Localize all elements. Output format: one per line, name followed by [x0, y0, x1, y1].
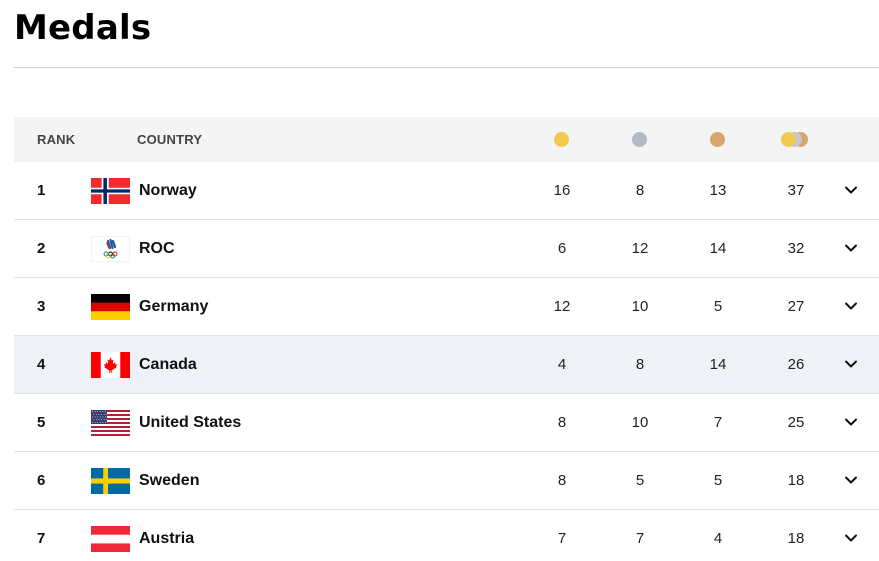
total-count: 25	[787, 414, 805, 431]
silver-count: 10	[631, 298, 649, 315]
bronze-count: 14	[709, 356, 727, 373]
bronze-count: 7	[713, 414, 723, 431]
silver-medal-icon	[632, 132, 647, 147]
chevron-down-icon[interactable]	[843, 472, 859, 488]
rank-cell: 1	[37, 182, 46, 199]
bronze-medal-icon	[710, 132, 725, 147]
table-row[interactable]: 5 United States 8 10 7 25	[14, 394, 879, 452]
table-header: RANK COUNTRY	[14, 117, 879, 162]
title-divider	[14, 67, 879, 68]
table-body: 1 Norway 16 8 13 37 2 ROC 6 12 14 32 3 Germany 12 10 5 27…	[14, 162, 879, 561]
country-name: Austria	[139, 530, 195, 547]
silver-count: 8	[635, 182, 645, 199]
silver-count: 12	[631, 240, 649, 257]
rank-cell: 5	[37, 414, 46, 431]
page-title: Medals	[14, 8, 152, 48]
silver-count: 7	[635, 530, 645, 547]
austria-flag	[91, 526, 130, 552]
total-count: 18	[787, 472, 805, 489]
sweden-flag	[91, 468, 130, 494]
rank-column-header: RANK	[37, 132, 76, 147]
rank-cell: 3	[37, 298, 46, 315]
chevron-down-icon[interactable]	[843, 414, 859, 430]
chevron-down-icon[interactable]	[843, 182, 859, 198]
country-name: Canada	[139, 356, 197, 373]
gold-count: 16	[553, 182, 571, 199]
chevron-down-icon[interactable]	[843, 356, 859, 372]
bronze-count: 5	[713, 298, 723, 315]
chevron-down-icon[interactable]	[843, 240, 859, 256]
table-row[interactable]: 7 Austria 7 7 4 18	[14, 510, 879, 561]
chevron-down-icon[interactable]	[843, 298, 859, 314]
table-row[interactable]: 3 Germany 12 10 5 27	[14, 278, 879, 336]
country-name: Germany	[139, 298, 209, 315]
country-name: ROC	[139, 240, 175, 257]
bronze-count: 14	[709, 240, 727, 257]
silver-count: 5	[635, 472, 645, 489]
total-count: 26	[787, 356, 805, 373]
silver-count: 8	[635, 356, 645, 373]
gold-medal-icon	[554, 132, 569, 147]
country-name: United States	[139, 414, 242, 431]
bronze-count: 4	[713, 530, 723, 547]
rank-cell: 4	[37, 356, 46, 373]
rank-cell: 6	[37, 472, 46, 489]
table-row[interactable]: 1 Norway 16 8 13 37	[14, 162, 879, 220]
chevron-down-icon[interactable]	[843, 530, 859, 546]
rank-cell: 2	[37, 240, 46, 257]
bronze-count: 5	[713, 472, 723, 489]
silver-count: 10	[631, 414, 649, 431]
table-row[interactable]: 6 Sweden 8 5 5 18	[14, 452, 879, 510]
table-row[interactable]: 4 Canada 4 8 14 26	[14, 336, 879, 394]
bronze-count: 13	[709, 182, 727, 199]
gold-count: 7	[557, 530, 567, 547]
gold-count: 8	[557, 472, 567, 489]
total-count: 32	[787, 240, 805, 257]
gold-count: 6	[557, 240, 567, 257]
total-count: 18	[787, 530, 805, 547]
country-column-header: COUNTRY	[137, 132, 203, 147]
gold-count: 4	[557, 356, 567, 373]
total-count: 27	[787, 298, 805, 315]
country-name: Sweden	[139, 472, 200, 489]
germany-flag	[91, 294, 130, 320]
total-count: 37	[787, 182, 805, 199]
table-row[interactable]: 2 ROC 6 12 14 32	[14, 220, 879, 278]
medal-table: RANK COUNTRY 1 Norway 16 8 13 37 2 ROC 6 12 14 32 3 G…	[14, 117, 879, 561]
united-states-flag	[91, 410, 130, 436]
rank-cell: 7	[37, 530, 46, 547]
roc-emblem	[91, 236, 130, 262]
gold-count: 12	[553, 298, 571, 315]
gold-count: 8	[557, 414, 567, 431]
canada-flag	[91, 352, 130, 378]
total-medals-icon	[781, 132, 813, 147]
country-name: Norway	[139, 182, 197, 199]
norway-flag	[91, 178, 130, 204]
